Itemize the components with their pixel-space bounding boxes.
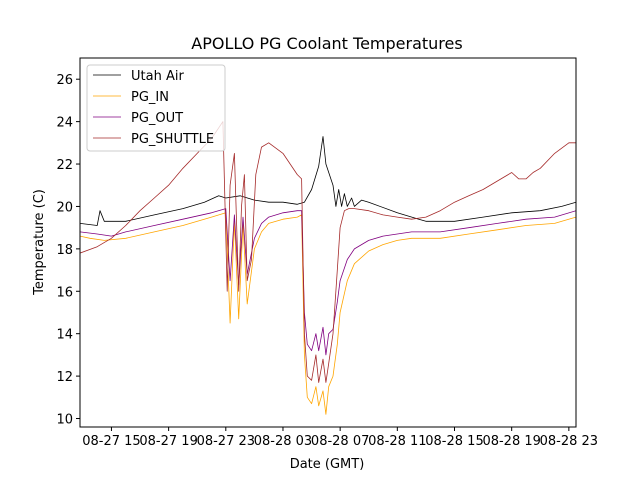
legend-label: PG_SHUTTLE	[131, 132, 214, 147]
x-tick-label: 08-28 11	[368, 434, 426, 449]
series-line-utah-air	[80, 136, 576, 226]
y-tick-label: 18	[56, 243, 73, 258]
x-tick-label: 08-28 15	[425, 434, 483, 449]
x-tick-label: 08-28 23	[540, 434, 598, 449]
x-tick-label: 08-27 19	[139, 434, 197, 449]
y-tick-label: 12	[56, 370, 73, 385]
y-tick-label: 20	[56, 200, 73, 215]
x-tick-label: 08-28 03	[254, 434, 312, 449]
legend-box	[86, 64, 226, 152]
series-line-pg-in	[80, 212, 576, 415]
legend-label: Utah Air	[131, 69, 184, 84]
plot-frame	[79, 57, 577, 428]
y-tick-label: 22	[56, 158, 73, 173]
y-tick-label: 16	[56, 285, 73, 300]
x-axis-label: Date (GMT)	[290, 457, 365, 472]
x-tick-label: 08-28 19	[482, 434, 540, 449]
y-tick-label: 26	[56, 73, 73, 88]
series-line-pg-out	[80, 208, 576, 356]
legend: Utah Air PG_IN PG_OUT PG_SHUTTLE	[86, 64, 226, 152]
chart-title: APOLLO PG Coolant Temperatures	[191, 34, 462, 53]
y-tick-label: 10	[56, 413, 73, 428]
y-tick-label: 24	[56, 116, 73, 131]
x-tick-label: 08-27 23	[197, 434, 255, 449]
y-axis-ticks: 10 12 14 16 18 20 22 24 26	[56, 73, 80, 428]
legend-label: PG_OUT	[131, 111, 183, 126]
y-tick-label: 14	[56, 328, 73, 343]
legend-label: PG_IN	[131, 90, 169, 105]
y-axis-label: Temperature (C)	[32, 189, 47, 296]
x-tick-label: 08-28 07	[311, 434, 369, 449]
x-tick-label: 08-27 15	[82, 434, 140, 449]
